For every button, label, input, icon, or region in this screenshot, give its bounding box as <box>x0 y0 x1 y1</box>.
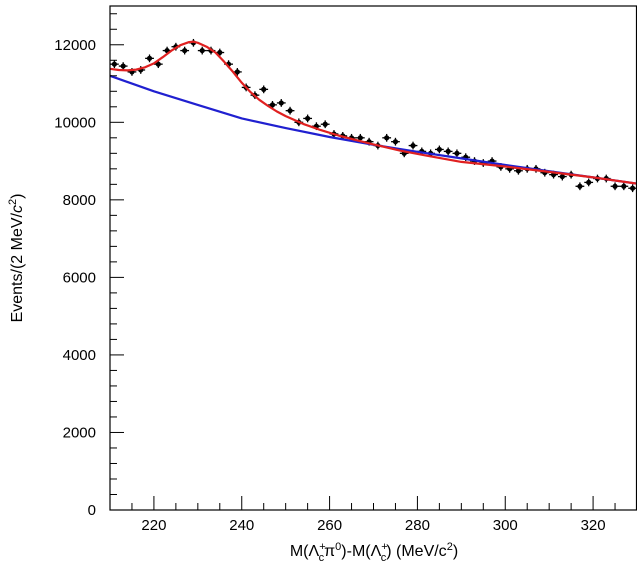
x-tick-label: 280 <box>405 517 430 534</box>
point-marker <box>217 49 223 56</box>
y-tick-label: 2000 <box>63 424 96 441</box>
data-point <box>452 149 462 158</box>
point-marker <box>146 55 153 61</box>
point-marker <box>559 173 565 180</box>
x-tick-label: 220 <box>141 517 166 534</box>
point-marker <box>305 115 311 122</box>
point-marker <box>155 61 161 67</box>
point-marker <box>515 168 522 174</box>
data-point <box>303 114 313 123</box>
total-fit-line <box>109 40 637 185</box>
data-point <box>259 85 269 94</box>
point-marker <box>612 183 618 189</box>
point-marker <box>410 142 416 149</box>
point-marker <box>630 185 636 191</box>
point-marker <box>454 150 460 156</box>
fit-layer <box>109 40 637 185</box>
data-point <box>110 60 119 69</box>
data-point <box>382 133 392 142</box>
point-marker <box>577 183 583 189</box>
point-marker <box>278 100 284 106</box>
data-point <box>118 62 128 70</box>
point-marker <box>445 148 451 154</box>
point-marker <box>322 121 328 127</box>
point-marker <box>621 183 627 189</box>
point-marker <box>120 63 126 69</box>
point-marker <box>261 86 267 92</box>
data-point <box>628 184 637 193</box>
data-point <box>391 137 400 146</box>
x-tick-label: 240 <box>229 517 254 534</box>
data-point <box>575 182 585 191</box>
point-marker <box>357 135 363 141</box>
point-marker <box>436 146 442 153</box>
x-axis-title: M(Λ+ cπ0)-M(Λ+ c) (MeV/c2) <box>290 541 458 564</box>
data-point <box>320 120 330 129</box>
data-point <box>268 100 277 109</box>
y-tick-label: 8000 <box>63 192 96 209</box>
axes-layer: 220 240 260 280 300 320 0 2000 4000 6000 8000 10000… <box>54 5 637 534</box>
plot-frame <box>109 5 637 511</box>
point-marker <box>287 108 293 114</box>
point-marker <box>111 61 117 67</box>
x-tick-label: 320 <box>581 517 606 534</box>
data-point <box>145 54 154 63</box>
data-point <box>153 60 163 69</box>
data-point <box>232 68 242 76</box>
x-tick-label: 260 <box>317 517 342 534</box>
data-point <box>610 182 620 191</box>
point-marker <box>199 47 205 54</box>
y-tick-label: 0 <box>88 502 96 519</box>
data-point <box>584 178 594 187</box>
data-layer <box>110 38 637 193</box>
point-marker <box>392 139 399 145</box>
data-point <box>215 48 225 57</box>
y-tick-label: 4000 <box>63 347 96 364</box>
point-marker <box>182 47 188 54</box>
data-point <box>180 46 190 55</box>
y-tick-label: 6000 <box>63 269 96 286</box>
x-tick-label: 300 <box>493 517 518 534</box>
data-point <box>197 46 207 55</box>
data-point <box>408 141 418 150</box>
data-point <box>619 182 629 191</box>
y-tick-label: 10000 <box>54 114 96 131</box>
y-tick-label: 12000 <box>54 37 96 54</box>
data-point <box>434 145 444 154</box>
point-marker <box>586 179 592 185</box>
y-axis-title: Events/(2 MeV/c2) <box>7 194 26 323</box>
background-fit-line <box>109 74 637 185</box>
point-marker <box>269 102 276 108</box>
data-point <box>276 99 286 107</box>
point-marker <box>234 69 240 75</box>
data-point <box>285 106 295 115</box>
data-point <box>443 147 453 156</box>
point-marker <box>384 135 390 141</box>
